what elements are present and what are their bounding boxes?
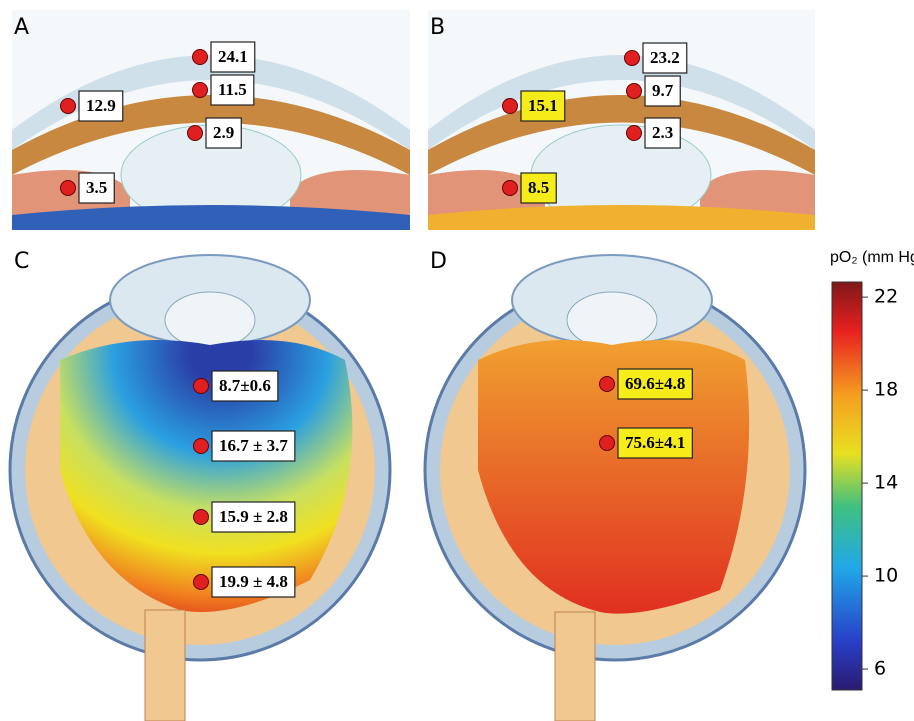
- reading: 3.5: [86, 178, 107, 197]
- reading: 9.7: [652, 81, 674, 100]
- reading: 12.9: [86, 96, 116, 115]
- sample-dot: [193, 509, 209, 525]
- sample-dot: [502, 98, 518, 114]
- sample-dot: [626, 125, 642, 141]
- sample-dot: [192, 49, 208, 65]
- reading-box: [211, 370, 279, 402]
- panel-c-art: [8, 254, 392, 721]
- sample-dot: [502, 180, 518, 196]
- sample-dot: [192, 82, 208, 98]
- colorbar: [831, 281, 863, 691]
- reading-box: [205, 117, 242, 149]
- reading: 8.7±0.6: [219, 376, 271, 395]
- sample-dot: [193, 574, 209, 590]
- reading: 15.9 ± 2.8: [219, 507, 288, 526]
- reading: 11.5: [218, 80, 247, 99]
- sample-dot: [60, 98, 76, 114]
- reading: 69.6±4.8: [625, 374, 685, 393]
- colorbar-tick-label: 22: [874, 286, 898, 308]
- colorbar-tick-label: 6: [874, 658, 886, 680]
- sample-dot: [193, 438, 209, 454]
- reading-box: [644, 75, 681, 107]
- reading-box: [642, 42, 688, 74]
- reading: 24.1: [218, 47, 248, 66]
- reading-box: [210, 41, 256, 73]
- sample-dot: [187, 125, 203, 141]
- sample-dot: [624, 50, 640, 66]
- colorbar-tick-label: 14: [874, 472, 898, 494]
- reading-box: [520, 172, 557, 204]
- reading: 8.5: [528, 178, 549, 197]
- colorbar-tick-label: 10: [874, 565, 898, 587]
- reading-box: [78, 172, 115, 204]
- reading: 16.7 ± 3.7: [219, 436, 288, 455]
- reading-box: [211, 501, 296, 533]
- panel-b-art: [428, 10, 815, 230]
- sample-dot: [626, 83, 642, 99]
- sample-dot: [599, 435, 615, 451]
- panel-d-art: [423, 254, 807, 721]
- colorbar-tick-label: 18: [874, 379, 898, 401]
- reading: 15.1: [528, 96, 558, 115]
- reading-box: [617, 368, 693, 400]
- reading-box: [211, 566, 296, 598]
- panel-label: A: [14, 15, 29, 40]
- reading: 19.9 ± 4.8: [219, 572, 288, 591]
- reading-box: [210, 74, 255, 106]
- sample-dot: [60, 180, 76, 196]
- sample-dot: [193, 378, 209, 394]
- panel-label: B: [430, 15, 445, 40]
- reading: 23.2: [650, 48, 680, 67]
- reading: 2.9: [213, 123, 234, 142]
- panel-label: D: [430, 249, 447, 274]
- reading: 75.6±4.1: [625, 433, 685, 452]
- reading: 2.3: [652, 123, 673, 142]
- reading-box: [520, 90, 566, 122]
- panel-label: C: [14, 249, 29, 274]
- sample-dot: [599, 376, 615, 392]
- reading-box: [617, 427, 693, 459]
- reading-box: [78, 90, 124, 122]
- colorbar-label: pO₂ (mm Hg): [830, 249, 914, 266]
- reading-box: [211, 430, 296, 462]
- reading-box: [644, 117, 681, 149]
